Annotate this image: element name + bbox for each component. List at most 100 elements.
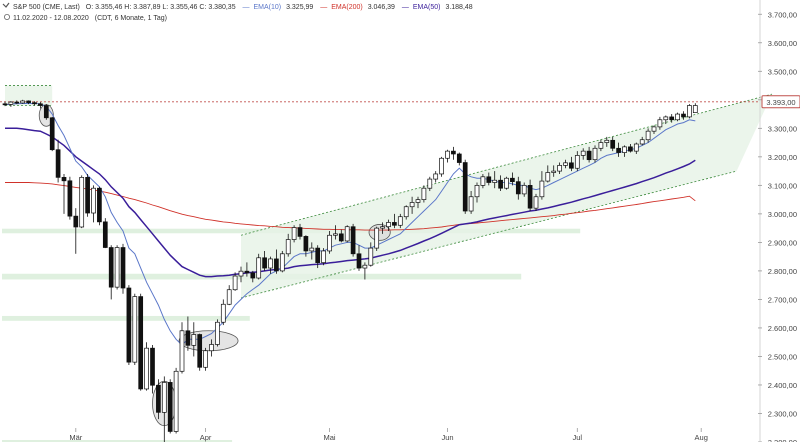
candle bbox=[374, 226, 380, 251]
candle bbox=[327, 230, 332, 254]
candle bbox=[179, 322, 185, 374]
candle-body bbox=[344, 226, 350, 242]
candle-body bbox=[510, 177, 515, 182]
candle-body bbox=[374, 227, 380, 249]
candle-body bbox=[409, 202, 415, 208]
candle-body bbox=[244, 270, 250, 274]
candle bbox=[362, 262, 368, 280]
candle bbox=[197, 333, 203, 371]
y-axis: 2.200,00 2.300,00 2.400,00 2.500,00 2.600,00… bbox=[758, 10, 797, 442]
candle-body bbox=[209, 344, 214, 352]
candle bbox=[220, 299, 226, 326]
candle-body bbox=[167, 382, 173, 432]
candle bbox=[49, 116, 55, 152]
candle bbox=[226, 285, 232, 306]
candle bbox=[291, 225, 297, 243]
candle-body bbox=[220, 303, 226, 323]
candle bbox=[2, 101, 8, 107]
candle bbox=[574, 151, 580, 172]
candle bbox=[114, 245, 120, 290]
candle bbox=[43, 104, 49, 120]
candle-body bbox=[616, 147, 621, 153]
candle bbox=[468, 191, 474, 214]
candle-body bbox=[574, 155, 580, 169]
candle bbox=[309, 242, 315, 260]
period-label: (CDT, 6 Monate, 1 Tag) bbox=[95, 15, 167, 22]
candle bbox=[61, 173, 67, 214]
candle bbox=[474, 182, 480, 203]
candle bbox=[144, 342, 149, 391]
candle bbox=[108, 245, 114, 300]
candle bbox=[356, 245, 362, 271]
candle bbox=[498, 175, 503, 192]
candle-body bbox=[456, 153, 462, 163]
candle-body bbox=[102, 221, 108, 248]
candle bbox=[244, 262, 250, 277]
candle-body bbox=[669, 116, 675, 121]
candle-body bbox=[462, 162, 468, 212]
candle bbox=[681, 111, 686, 120]
candle-body bbox=[161, 382, 167, 413]
candle-body bbox=[32, 102, 37, 105]
candle bbox=[415, 196, 421, 209]
candle bbox=[651, 125, 657, 135]
candle bbox=[639, 136, 645, 146]
candle-body bbox=[191, 334, 197, 346]
y-tick-label: 3.200,00 bbox=[768, 153, 797, 162]
candle-body bbox=[580, 150, 586, 156]
x-tick-label: Jun bbox=[441, 433, 453, 442]
ema10-marker-icon: — bbox=[243, 4, 250, 11]
y-tick-label: 3.500,00 bbox=[768, 67, 797, 76]
candle bbox=[167, 379, 173, 434]
candle-body bbox=[610, 139, 616, 149]
candle bbox=[279, 250, 285, 273]
y-tick-label: 2.500,00 bbox=[768, 352, 797, 361]
candle bbox=[150, 345, 155, 394]
candle-body bbox=[291, 227, 297, 240]
ema50-value: 3.188,48 bbox=[445, 4, 472, 11]
candle-body bbox=[2, 103, 8, 106]
candle-body bbox=[687, 105, 692, 118]
candle-body bbox=[628, 146, 633, 152]
candle bbox=[191, 322, 197, 357]
candle bbox=[598, 139, 604, 152]
candle bbox=[504, 176, 509, 190]
candle-body bbox=[232, 275, 238, 291]
candle-body bbox=[303, 236, 309, 252]
candle bbox=[687, 104, 692, 119]
candle-body bbox=[592, 147, 598, 161]
y-tick-label: 2.400,00 bbox=[768, 381, 797, 390]
candle-body bbox=[545, 172, 551, 182]
y-tick-label: 3.100,00 bbox=[768, 181, 797, 190]
candle-body bbox=[551, 170, 557, 173]
candle-body bbox=[392, 222, 397, 226]
candle bbox=[592, 145, 598, 163]
candle-body bbox=[97, 187, 102, 223]
candle bbox=[433, 171, 439, 183]
candle bbox=[333, 225, 338, 240]
ohlc-label: O: 3.355,46 H: 3.387,89 L: 3.355,46 C: 3… bbox=[86, 4, 236, 11]
candle bbox=[657, 116, 663, 130]
chart-type-icon[interactable] bbox=[2, 2, 10, 8]
channel-fill bbox=[241, 94, 772, 298]
candle bbox=[297, 223, 303, 240]
candle-body bbox=[338, 233, 344, 242]
candle-body bbox=[108, 247, 114, 288]
candle-body bbox=[439, 157, 444, 175]
x-tick-label: Jul bbox=[573, 433, 583, 442]
symbol-label: S&P 500 (CME, Last) bbox=[13, 4, 80, 11]
candle bbox=[451, 146, 456, 160]
candle bbox=[586, 146, 592, 163]
candle-body bbox=[675, 113, 680, 121]
candle bbox=[403, 205, 409, 220]
candle bbox=[545, 165, 551, 183]
candle-body bbox=[480, 176, 486, 186]
ema10-line bbox=[4, 103, 696, 346]
candle bbox=[126, 285, 132, 366]
candle-body bbox=[504, 177, 509, 189]
ema50-line bbox=[5, 127, 696, 278]
candle-body bbox=[645, 130, 651, 141]
candle-body bbox=[126, 287, 132, 363]
candle bbox=[392, 213, 397, 229]
